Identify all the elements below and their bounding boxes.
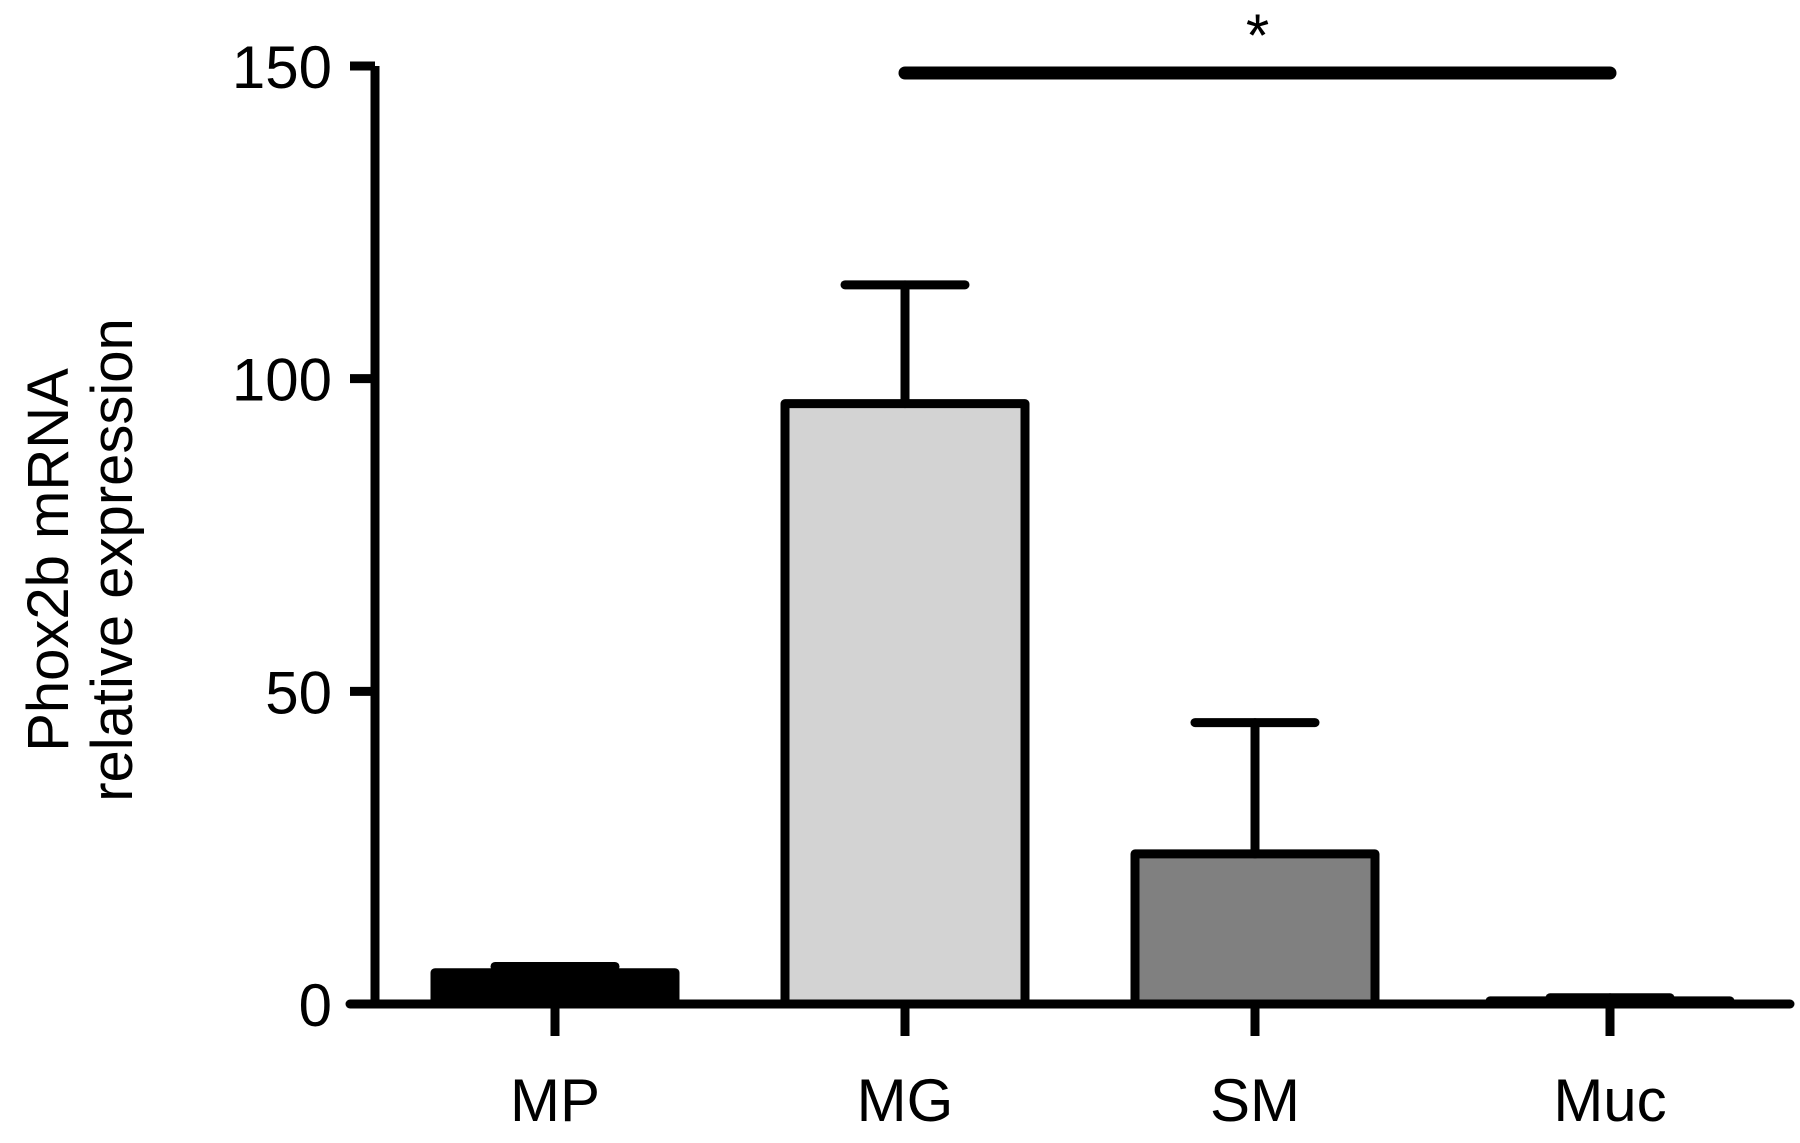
y-axis-label-line-2: relative expression — [80, 318, 145, 802]
y-tick-label-100: 100 — [232, 347, 332, 414]
x-tick-label-muc: Muc — [1553, 1067, 1666, 1134]
y-tick-label-50: 50 — [265, 659, 332, 726]
significance-group: * — [898, 2, 1617, 80]
y-tick-label-150: 150 — [232, 34, 332, 101]
x-tick-label-mp: MP — [510, 1067, 600, 1134]
bar-mp — [430, 968, 680, 1009]
y-axis-label-line-1: Phox2b mRNA — [16, 368, 81, 752]
significance-marker: * — [1246, 2, 1269, 69]
error-bars-group — [490, 280, 1675, 1006]
y-tick-label-0: 0 — [299, 972, 332, 1039]
x-tick-label-mg: MG — [857, 1067, 954, 1134]
y-axis-label-group: Phox2b mRNA relative expression — [16, 318, 145, 802]
ticks-group: 0 50 100 150 MP MG SM Muc — [232, 34, 1667, 1134]
bar-sm — [1130, 849, 1380, 1009]
bar-mg — [780, 399, 1030, 1009]
x-tick-label-sm: SM — [1210, 1067, 1300, 1134]
axes-group — [345, 66, 1795, 1009]
bars-group — [430, 399, 1735, 1009]
